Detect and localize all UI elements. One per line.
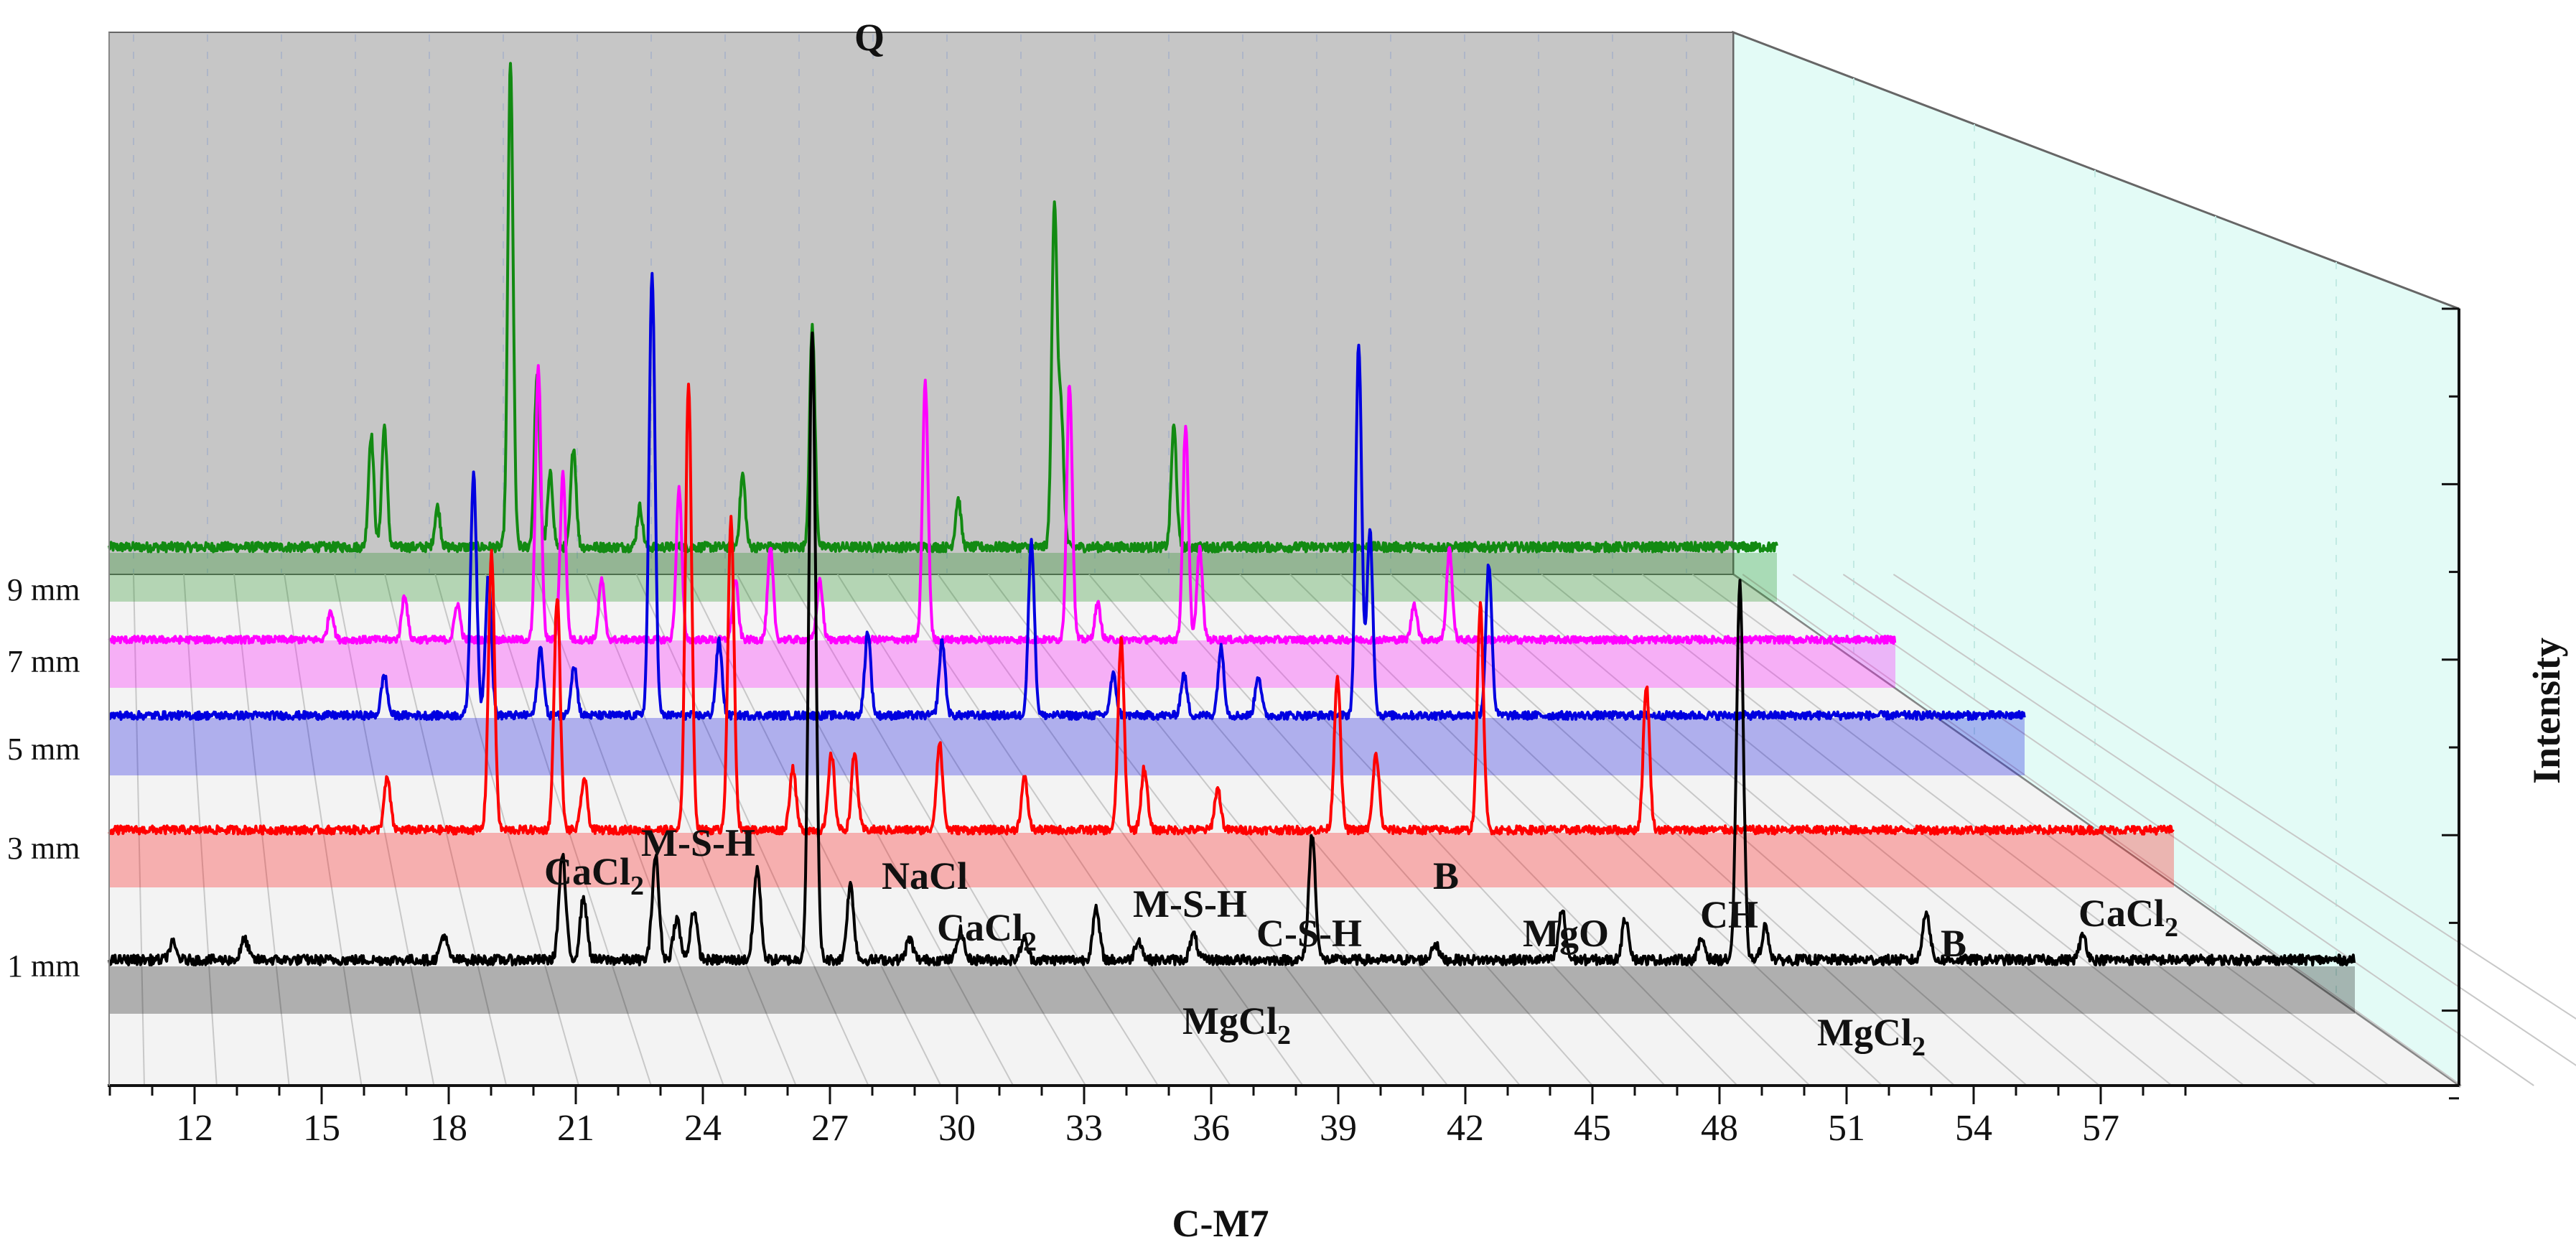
peak-label-cacl2-a-sub: 2 <box>630 871 644 901</box>
x-axis: 12 15 18 21 24 27 30 33 36 39 42 45 48 51 54 57 <box>108 1084 2459 1149</box>
peak-label-mgcl2-a: MgCl2 <box>1182 999 1291 1050</box>
series-label-3mm: 3 mm <box>7 831 80 866</box>
peak-label-msh-a-text: M-S-H <box>641 821 755 864</box>
x-tick-label: 45 <box>1574 1108 1611 1149</box>
z-axis <box>2442 307 2460 1100</box>
peak-label-cacl2-b-text: CaCl <box>937 906 1023 949</box>
series-ribbon-1mm <box>109 966 2355 1014</box>
x-tick-label: 54 <box>1955 1108 1992 1149</box>
series-label-9mm: 9 mm <box>7 572 80 607</box>
peak-label-mgo: MgO <box>1523 912 1609 955</box>
series-ribbon-5mm <box>109 718 2025 775</box>
series-label-5mm: 5 mm <box>7 732 80 767</box>
peak-label-cacl2-b-sub: 2 <box>1023 927 1037 957</box>
x-axis-title: C-M7 <box>1172 1202 1269 1245</box>
x-tick-label: 33 <box>1065 1108 1103 1149</box>
series-line-7mm <box>108 364 1897 645</box>
peak-label-csh-text: C-S-H <box>1256 912 1362 955</box>
peak-label-msh-b: M-S-H <box>1133 882 1247 925</box>
series-label-7mm: 7 mm <box>7 644 80 679</box>
peak-label-nacl-text: NaCl <box>882 854 968 897</box>
series-layer <box>108 62 2356 1014</box>
series-ribbon-7mm <box>109 640 1895 688</box>
peak-label-ch: CH <box>1700 893 1758 936</box>
x-tick-label: 36 <box>1193 1108 1230 1149</box>
peak-label-mgcl2-b-sub: 2 <box>1912 1032 1926 1062</box>
peak-label-mgcl2-a-text: MgCl <box>1182 999 1277 1042</box>
y-axis-title: Intensity <box>2525 638 2568 784</box>
peak-label-cacl2-a-text: CaCl <box>544 850 630 893</box>
x-tick-label: 21 <box>557 1108 594 1149</box>
peak-label-b-a-text: B <box>1433 854 1459 897</box>
x-tick-label: 27 <box>811 1108 849 1149</box>
series-label-1mm: 1 mm <box>7 948 80 984</box>
x-tick-label: 30 <box>938 1108 976 1149</box>
x-tick-label: 15 <box>303 1108 340 1149</box>
peak-label-b-a: B <box>1433 854 1459 897</box>
peak-label-cacl2-c-text: CaCl <box>2078 892 2165 935</box>
peak-label-csh: C-S-H <box>1256 912 1362 955</box>
peak-label-ch-text: CH <box>1700 893 1758 936</box>
peak-label-nacl: NaCl <box>882 854 968 897</box>
x-tick-label: 42 <box>1447 1108 1484 1149</box>
series-line-1mm <box>108 331 2356 966</box>
peak-label-cacl2-c-sub: 2 <box>2165 913 2178 943</box>
peak-label-b-b: B <box>1941 922 1966 965</box>
peak-label-cacl2-a: CaCl2 <box>544 850 644 901</box>
x-tick-label: 12 <box>176 1108 213 1149</box>
series-line-3mm <box>108 383 2175 836</box>
x-tick-label: 57 <box>2082 1108 2119 1149</box>
series-line-5mm <box>108 271 2026 722</box>
peak-label-mgcl2-a-sub: 2 <box>1277 1020 1291 1050</box>
peak-label-q: Q <box>854 16 885 59</box>
peak-label-mgcl2-b-text: MgCl <box>1817 1011 1912 1054</box>
peak-label-mgcl2-b: MgCl2 <box>1817 1011 1926 1062</box>
side-wall-gridlines <box>1853 78 2337 999</box>
x-tick-label: 39 <box>1320 1108 1357 1149</box>
peak-label-cacl2-c: CaCl2 <box>2078 892 2178 943</box>
peak-label-b-b-text: B <box>1941 922 1966 965</box>
peak-label-q-text: Q <box>854 16 885 59</box>
peak-label-cacl2-b: CaCl2 <box>937 906 1037 957</box>
x-tick-label: 51 <box>1828 1108 1865 1149</box>
series-line-9mm <box>108 62 1778 554</box>
x-tick-label: 24 <box>684 1108 722 1149</box>
series-ribbon-3mm <box>109 833 2174 887</box>
x-tick-label: 18 <box>430 1108 467 1149</box>
peak-label-msh-b-text: M-S-H <box>1133 882 1247 925</box>
peak-label-mgo-text: MgO <box>1523 912 1609 955</box>
series-ribbon-9mm <box>109 553 1777 602</box>
peak-label-msh-a: M-S-H <box>641 821 755 864</box>
x-tick-label: 48 <box>1701 1108 1738 1149</box>
